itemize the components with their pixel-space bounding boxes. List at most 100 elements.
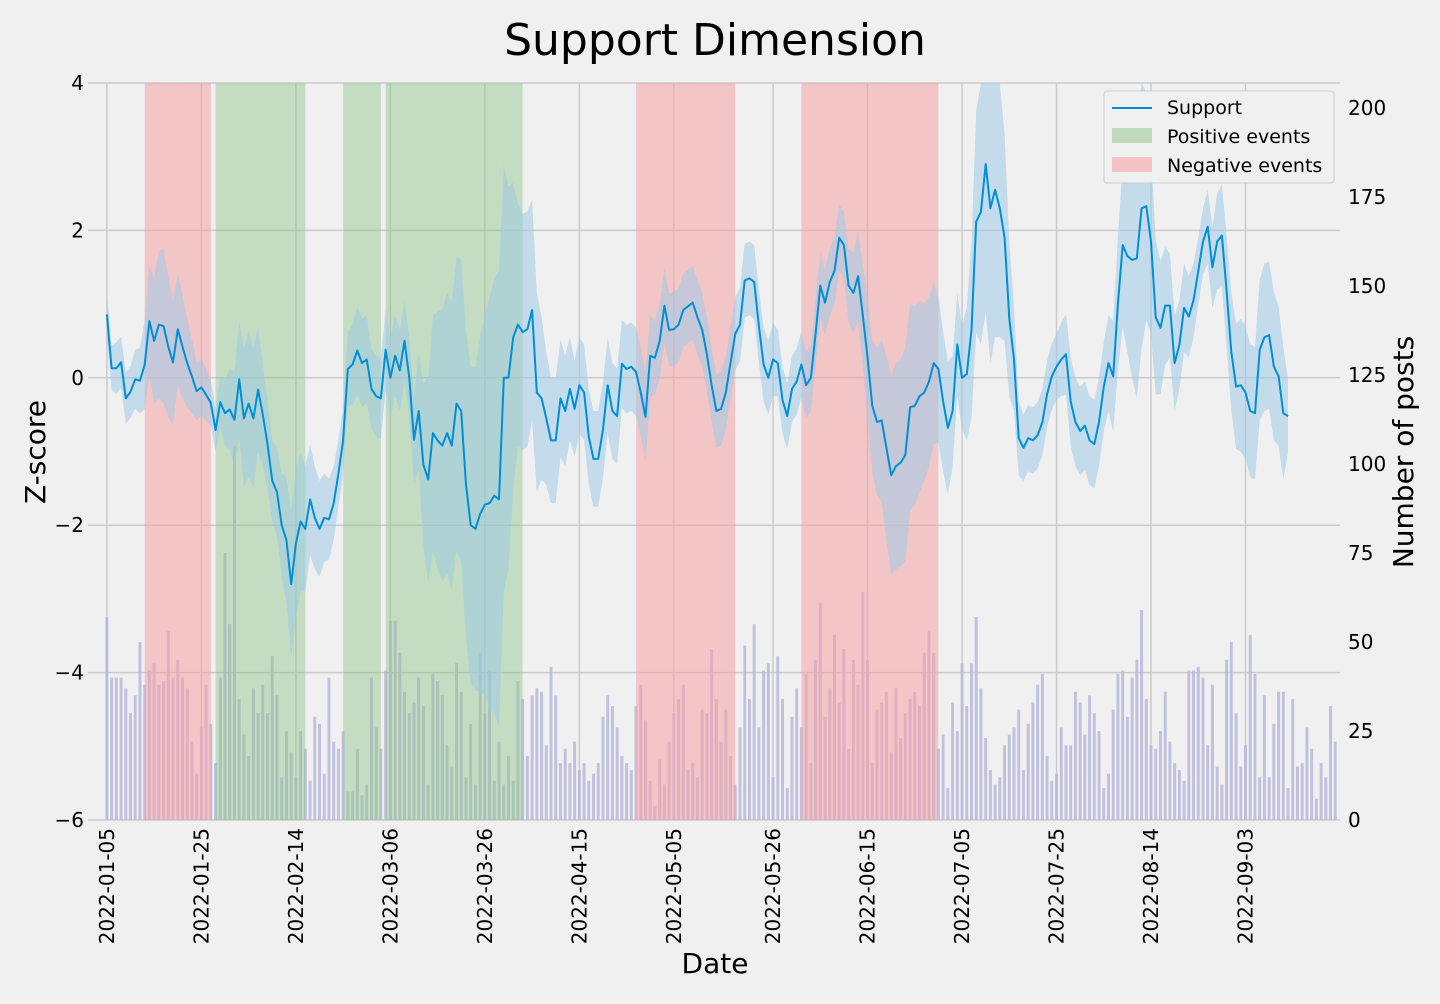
y-right-tick-label: 50 bbox=[1348, 630, 1373, 654]
posts-bar bbox=[1286, 787, 1290, 820]
y-right-tick-label: 25 bbox=[1348, 719, 1373, 743]
posts-bar bbox=[998, 777, 1002, 820]
posts-bar bbox=[289, 752, 293, 820]
posts-bar bbox=[284, 730, 288, 820]
posts-bar bbox=[1300, 763, 1304, 820]
posts-bar bbox=[1206, 745, 1210, 820]
posts-bar bbox=[1291, 698, 1295, 820]
posts-bar bbox=[124, 688, 128, 820]
x-tick-label: 2022-01-05 bbox=[95, 828, 119, 944]
posts-bar bbox=[960, 663, 964, 820]
y-right-tick-label: 125 bbox=[1348, 363, 1386, 387]
x-tick-label: 2022-07-25 bbox=[1045, 828, 1069, 944]
x-tick-label: 2022-03-26 bbox=[473, 828, 497, 944]
legend-negative-swatch bbox=[1112, 157, 1152, 172]
y-right-tick-label: 0 bbox=[1348, 808, 1361, 832]
posts-bar bbox=[610, 706, 614, 820]
support-confidence-band bbox=[106, 83, 1288, 728]
posts-bar bbox=[1154, 748, 1158, 820]
chart-title: Support Dimension bbox=[504, 15, 926, 66]
posts-bar bbox=[388, 620, 392, 820]
posts-bar bbox=[228, 624, 232, 820]
posts-bar bbox=[436, 681, 440, 820]
negative-event-span bbox=[144, 83, 211, 820]
legend-negative-label: Negative events bbox=[1167, 155, 1322, 177]
posts-bar bbox=[1125, 716, 1129, 820]
posts-bar bbox=[1036, 684, 1040, 820]
posts-bar bbox=[790, 716, 794, 820]
posts-bar bbox=[105, 617, 109, 820]
posts-bar bbox=[483, 713, 487, 820]
posts-bar bbox=[459, 691, 463, 820]
posts-bar bbox=[511, 780, 515, 820]
posts-bar bbox=[473, 784, 477, 820]
posts-bar bbox=[1319, 763, 1323, 820]
posts-bar bbox=[941, 734, 945, 820]
posts-bar bbox=[781, 698, 784, 820]
posts-bar bbox=[407, 713, 411, 820]
posts-bar bbox=[1248, 634, 1252, 820]
posts-bar bbox=[412, 702, 416, 820]
posts-bar bbox=[488, 670, 492, 820]
posts-bar bbox=[1026, 723, 1030, 820]
posts-bar bbox=[1201, 677, 1205, 820]
posts-bar bbox=[1329, 706, 1333, 820]
posts-bar bbox=[785, 787, 789, 820]
posts-bar bbox=[242, 734, 246, 820]
posts-bar bbox=[993, 784, 997, 820]
x-axis-title: Date bbox=[682, 947, 749, 980]
posts-bar bbox=[266, 713, 269, 820]
posts-bar bbox=[365, 784, 369, 820]
posts-bar bbox=[1314, 798, 1318, 820]
posts-bar bbox=[1168, 741, 1172, 820]
x-tick-label: 2022-06-15 bbox=[856, 828, 880, 944]
posts-bar bbox=[1267, 777, 1271, 820]
posts-bar bbox=[762, 670, 766, 820]
posts-bar bbox=[299, 730, 303, 820]
posts-bar bbox=[247, 755, 251, 820]
posts-bar bbox=[1272, 723, 1276, 820]
posts-bar bbox=[1007, 734, 1011, 820]
posts-bar bbox=[573, 741, 577, 820]
posts-bar bbox=[275, 695, 279, 820]
posts-bar bbox=[384, 670, 388, 820]
posts-bar bbox=[374, 727, 378, 820]
y-left-tick-label: 4 bbox=[71, 71, 84, 95]
posts-bar bbox=[766, 663, 770, 820]
posts-bar bbox=[1059, 727, 1063, 820]
posts-bar bbox=[1088, 695, 1092, 820]
y-right-tick-label: 175 bbox=[1348, 185, 1386, 209]
x-tick-label: 2022-07-05 bbox=[950, 828, 974, 944]
posts-bar bbox=[752, 624, 756, 820]
posts-bar bbox=[1092, 713, 1096, 820]
posts-bar bbox=[1210, 684, 1214, 820]
posts-bar bbox=[327, 677, 331, 820]
x-tick-label: 2022-01-25 bbox=[189, 828, 213, 944]
posts-bar bbox=[351, 791, 355, 820]
posts-bar bbox=[776, 656, 780, 820]
posts-bar bbox=[138, 641, 142, 820]
posts-bar bbox=[1239, 766, 1243, 820]
posts-bar bbox=[280, 777, 284, 820]
posts-bar bbox=[1215, 766, 1219, 820]
posts-bar bbox=[1159, 730, 1162, 820]
y-right-tick-label: 75 bbox=[1348, 541, 1373, 565]
posts-bar bbox=[596, 763, 600, 820]
posts-bar bbox=[303, 748, 307, 820]
posts-bar bbox=[1111, 709, 1115, 820]
posts-bar bbox=[450, 766, 454, 820]
support-band bbox=[106, 83, 1288, 728]
posts-bar bbox=[445, 745, 449, 820]
posts-bar bbox=[1324, 777, 1328, 820]
posts-bar bbox=[232, 446, 236, 820]
posts-bar bbox=[370, 677, 373, 820]
posts-bar bbox=[554, 695, 558, 820]
negative-event-span bbox=[636, 83, 736, 820]
posts-bar bbox=[308, 780, 312, 820]
posts-bar bbox=[955, 730, 959, 820]
x-tick-label: 2022-04-15 bbox=[567, 828, 591, 944]
posts-bar bbox=[738, 727, 742, 820]
posts-bar bbox=[1182, 780, 1186, 820]
posts-bar bbox=[544, 745, 548, 820]
posts-bar bbox=[294, 777, 298, 820]
